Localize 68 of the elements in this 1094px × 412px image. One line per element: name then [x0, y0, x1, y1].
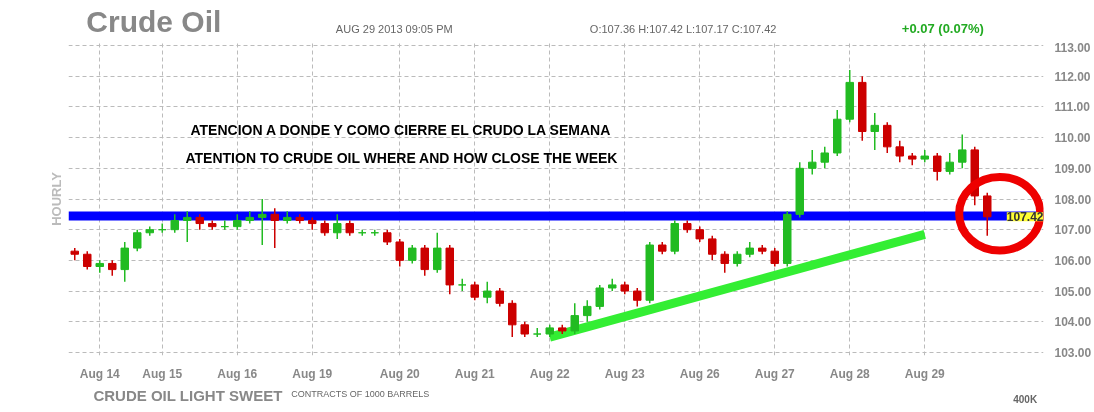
- x-tick-label: Aug 16: [217, 366, 258, 381]
- x-tick-label: Aug 23: [604, 366, 646, 381]
- x-tick-label: Aug 27: [754, 366, 796, 381]
- text: AUG 29 2013 09:05 PM: [335, 22, 453, 35]
- annotation: 107.42: [1006, 210, 1044, 225]
- y-tick-label: 113.00: [1054, 40, 1091, 55]
- x-tick-label: Aug 22: [529, 366, 571, 381]
- x-tick-label: Aug 14: [79, 366, 121, 381]
- candlestick: [183, 210, 192, 243]
- candlestick: [508, 299, 517, 338]
- y-tick-label: 106.00: [1054, 253, 1092, 268]
- candlestick: [245, 210, 254, 225]
- candlestick: [720, 250, 729, 274]
- x-tick-label: Aug 15: [142, 366, 183, 381]
- candlestick: [333, 213, 342, 240]
- annotation: ATENCION A DONDE Y COMO CIERRE EL CRUDO LA SEMANA: [190, 121, 611, 138]
- y-tick-label: 104.00: [1054, 315, 1092, 330]
- x-tick-label: Aug 29: [904, 366, 946, 381]
- candlestick: [883, 121, 892, 154]
- candlestick: [170, 213, 179, 234]
- candlestick: [870, 112, 879, 151]
- candlestick: [583, 299, 592, 323]
- candlestick: [258, 198, 267, 246]
- candlestick: [83, 250, 92, 271]
- y-axis-title: HOURLY: [48, 171, 64, 226]
- candlestick: [808, 149, 817, 176]
- candlestick: [820, 146, 829, 170]
- candlestick: [120, 241, 129, 283]
- y-tick-label: 107.00: [1054, 223, 1092, 238]
- y-tick-label: 111.00: [1054, 100, 1091, 115]
- y-tick-label: 108.00: [1054, 192, 1092, 207]
- candlestick: [133, 228, 142, 252]
- candlestick: [945, 152, 954, 176]
- text: +0.07 (0.07%): [901, 21, 984, 36]
- y-tick-label: 112.00: [1054, 69, 1091, 84]
- candlestick: [408, 244, 417, 265]
- candlestick: [470, 281, 479, 302]
- candlestick: [420, 244, 429, 277]
- candlestick: [595, 284, 604, 311]
- candlestick: [495, 287, 504, 308]
- candlestick: [933, 152, 942, 182]
- candlestick: [483, 281, 492, 305]
- x-tick-label: Aug 26: [679, 366, 721, 381]
- text: 400K: [1013, 394, 1038, 405]
- candlestick: [895, 139, 904, 163]
- text: CRUDE OIL LIGHT SWEET: [93, 387, 283, 404]
- chart-title: Crude Oil: [86, 5, 222, 38]
- x-tick-label: Aug 20: [379, 366, 421, 381]
- candlestick: [633, 287, 642, 308]
- y-tick-label: 105.00: [1054, 284, 1092, 299]
- candlestick: [983, 192, 992, 237]
- y-tick-label: 110.00: [1054, 131, 1091, 146]
- y-tick-label: 109.00: [1054, 161, 1092, 176]
- candlestick: [95, 259, 104, 274]
- x-tick-label: Aug 28: [829, 366, 871, 381]
- y-tick-label: 103.00: [1054, 345, 1092, 360]
- candlestick: [958, 133, 967, 170]
- x-tick-label: Aug 21: [454, 366, 496, 381]
- candlestick: [708, 235, 717, 262]
- text: CONTRACTS OF 1000 BARRELS: [291, 388, 430, 399]
- x-tick-label: Aug 19: [292, 366, 333, 381]
- annotation: ATENTION TO CRUDE OIL WHERE AND HOW CLOSE THE WEEK: [185, 149, 618, 166]
- candlestick: [770, 247, 779, 268]
- candlestick: [270, 207, 279, 249]
- candlestick: [570, 302, 579, 335]
- text: O:107.36 H:107.42 L:107.17 C:107.42: [589, 22, 777, 35]
- candlestick: [433, 232, 442, 274]
- candlestick: [395, 238, 404, 268]
